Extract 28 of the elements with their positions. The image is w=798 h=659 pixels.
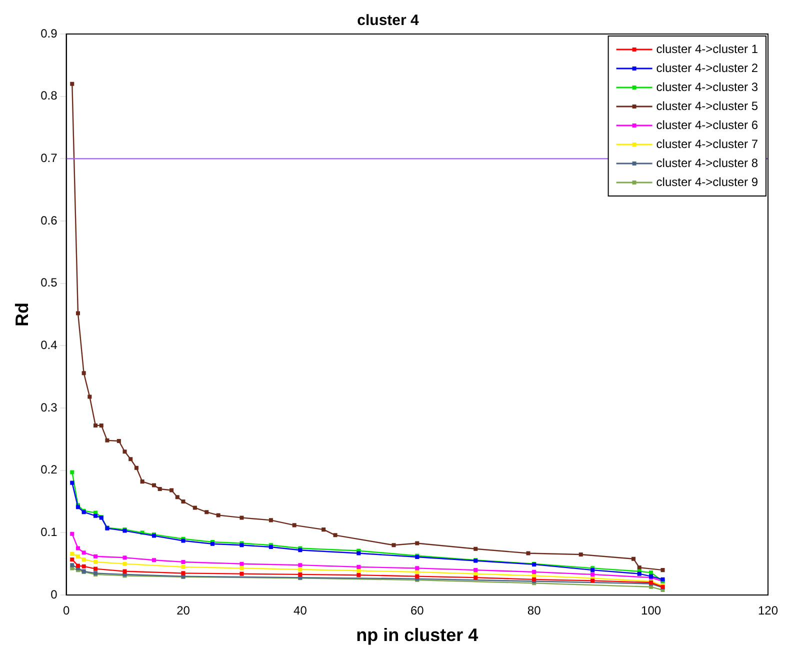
x-tick-label: 40 xyxy=(294,604,308,618)
chart-title: cluster 4 xyxy=(357,12,420,30)
y-tick-label: 0.5 xyxy=(40,276,58,290)
legend-label: cluster 4->cluster 7 xyxy=(656,136,758,151)
x-tick-label: 20 xyxy=(176,604,190,618)
y-tick-label: 0.1 xyxy=(40,524,58,539)
y-tick-label: 0.4 xyxy=(40,338,58,352)
x-tick-label: 80 xyxy=(527,604,542,618)
legend-label: cluster 4->cluster 2 xyxy=(656,60,758,75)
y-axis-title: Rd xyxy=(12,302,32,326)
x-axis-title: np in cluster 4 xyxy=(356,625,478,646)
y-tick-label: 0.9 xyxy=(40,26,58,40)
y-tick-label: 0 xyxy=(50,587,58,602)
legend-label: cluster 4->cluster 6 xyxy=(656,118,758,132)
x-tick-label: 120 xyxy=(758,604,778,618)
y-tick-label: 0.7 xyxy=(40,150,58,165)
legend-label: cluster 4->cluster 1 xyxy=(656,42,758,56)
x-tick-label: 60 xyxy=(410,604,424,618)
legend-label: cluster 4->cluster 9 xyxy=(656,174,758,189)
y-tick-label: 0.6 xyxy=(40,213,58,228)
y-tick-label: 0.8 xyxy=(40,88,58,103)
x-tick-label: 100 xyxy=(641,604,662,618)
legend-label: cluster 4->cluster 3 xyxy=(656,80,758,94)
y-tick-label: 0.3 xyxy=(40,400,58,414)
y-tick-label: 0.2 xyxy=(40,462,58,477)
legend-label: cluster 4->cluster 8 xyxy=(656,156,758,170)
legend-label: cluster 4->cluster 5 xyxy=(656,98,758,113)
x-tick-label: 0 xyxy=(62,604,70,618)
